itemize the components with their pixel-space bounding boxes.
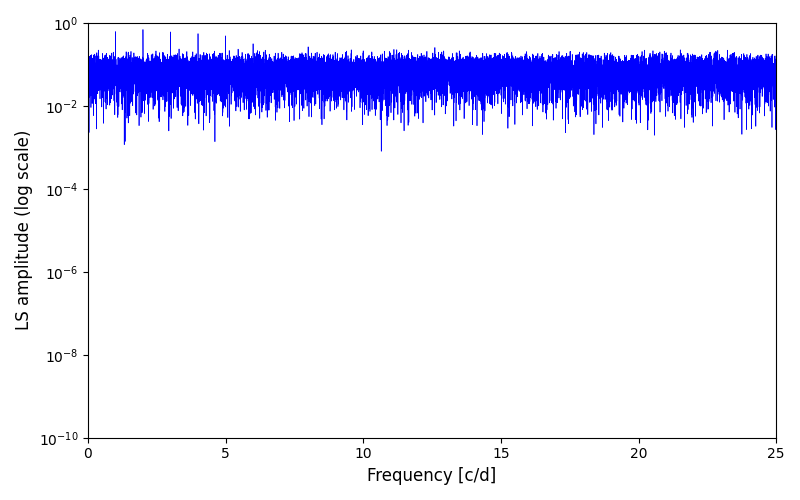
Y-axis label: LS amplitude (log scale): LS amplitude (log scale) bbox=[15, 130, 33, 330]
X-axis label: Frequency [c/d]: Frequency [c/d] bbox=[367, 467, 497, 485]
